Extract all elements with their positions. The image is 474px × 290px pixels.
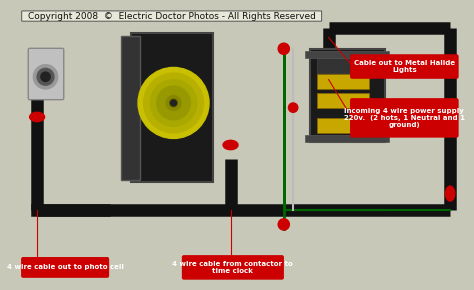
Text: 4 wire cable out to photo cell: 4 wire cable out to photo cell [7, 264, 124, 270]
Bar [318, 93, 369, 108]
FancyBboxPatch shape [22, 258, 109, 277]
Bar [305, 51, 389, 58]
Circle shape [150, 79, 197, 126]
Ellipse shape [446, 186, 455, 201]
Circle shape [171, 100, 176, 106]
Circle shape [138, 68, 209, 138]
FancyBboxPatch shape [22, 11, 322, 21]
FancyBboxPatch shape [351, 99, 458, 137]
Bar [318, 118, 369, 133]
Text: Copyright 2008  ©  Electric Doctor Photos - All Rights Reserved: Copyright 2008 © Electric Doctor Photos … [27, 12, 316, 21]
Circle shape [166, 95, 181, 110]
Text: 4 wire cable from contactor to
time clock: 4 wire cable from contactor to time cloc… [173, 261, 293, 274]
Circle shape [289, 103, 298, 112]
Circle shape [41, 72, 50, 81]
Circle shape [170, 99, 177, 107]
Bar [121, 36, 140, 180]
Text: Incoming 4 wire power supply
220v.  (2 hots, 1 Neutral and 1
ground): Incoming 4 wire power supply 220v. (2 ho… [344, 108, 465, 128]
Circle shape [278, 43, 290, 54]
FancyBboxPatch shape [182, 256, 283, 279]
Bar [305, 135, 389, 142]
Circle shape [157, 86, 191, 120]
Circle shape [144, 73, 203, 133]
Ellipse shape [446, 108, 455, 121]
Circle shape [278, 219, 290, 230]
Circle shape [37, 68, 54, 85]
Ellipse shape [446, 111, 455, 124]
FancyBboxPatch shape [28, 48, 64, 100]
Ellipse shape [30, 112, 45, 122]
Text: Cable out to Metal Halide
Lights: Cable out to Metal Halide Lights [354, 60, 455, 73]
Bar [130, 33, 213, 182]
Bar [318, 54, 369, 73]
FancyBboxPatch shape [351, 55, 458, 78]
Bar [310, 49, 385, 142]
Bar [318, 74, 369, 89]
Circle shape [33, 65, 58, 89]
Ellipse shape [223, 140, 238, 150]
